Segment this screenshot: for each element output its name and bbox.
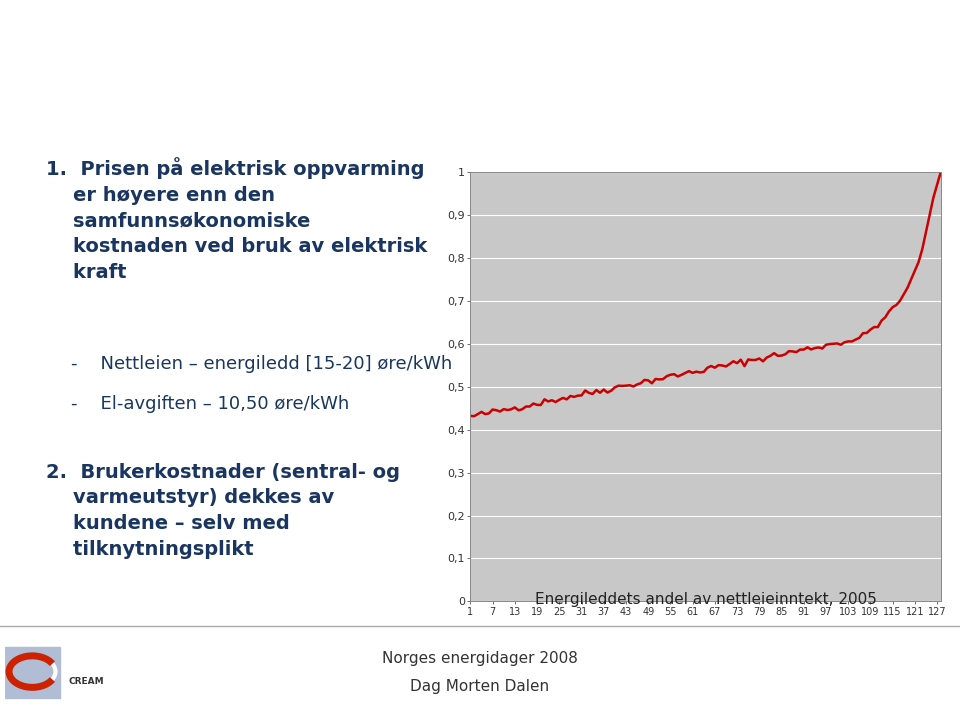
Bar <box>5 647 60 698</box>
Text: Energileddets andel av nettleieinntekt, 2005: Energileddets andel av nettleieinntekt, … <box>535 592 876 606</box>
Text: 2.  Brukerkostnader (sentral- og
    varmeutstyr) dekkes av
    kundene – selv m: 2. Brukerkostnader (sentral- og varmeuts… <box>46 463 399 558</box>
Text: Subsidiering av fjernvarme I:: Subsidiering av fjernvarme I: <box>29 57 667 95</box>
Text: Norges energidager 2008: Norges energidager 2008 <box>382 651 578 666</box>
Text: -    Nettleien – energiledd [15-20] øre/kWh: - Nettleien – energiledd [15-20] øre/kWh <box>71 355 452 373</box>
Text: CREAM: CREAM <box>68 677 104 686</box>
Text: 1.  Prisen på elektrisk oppvarming
    er høyere enn den
    samfunnsøkonomiske
: 1. Prisen på elektrisk oppvarming er høy… <box>46 157 427 282</box>
Text: Dag Morten Dalen: Dag Morten Dalen <box>411 679 549 694</box>
Text: -    El-avgiften – 10,50 øre/kWh: - El-avgiften – 10,50 øre/kWh <box>71 395 349 413</box>
Text: BI: BI <box>874 655 907 684</box>
